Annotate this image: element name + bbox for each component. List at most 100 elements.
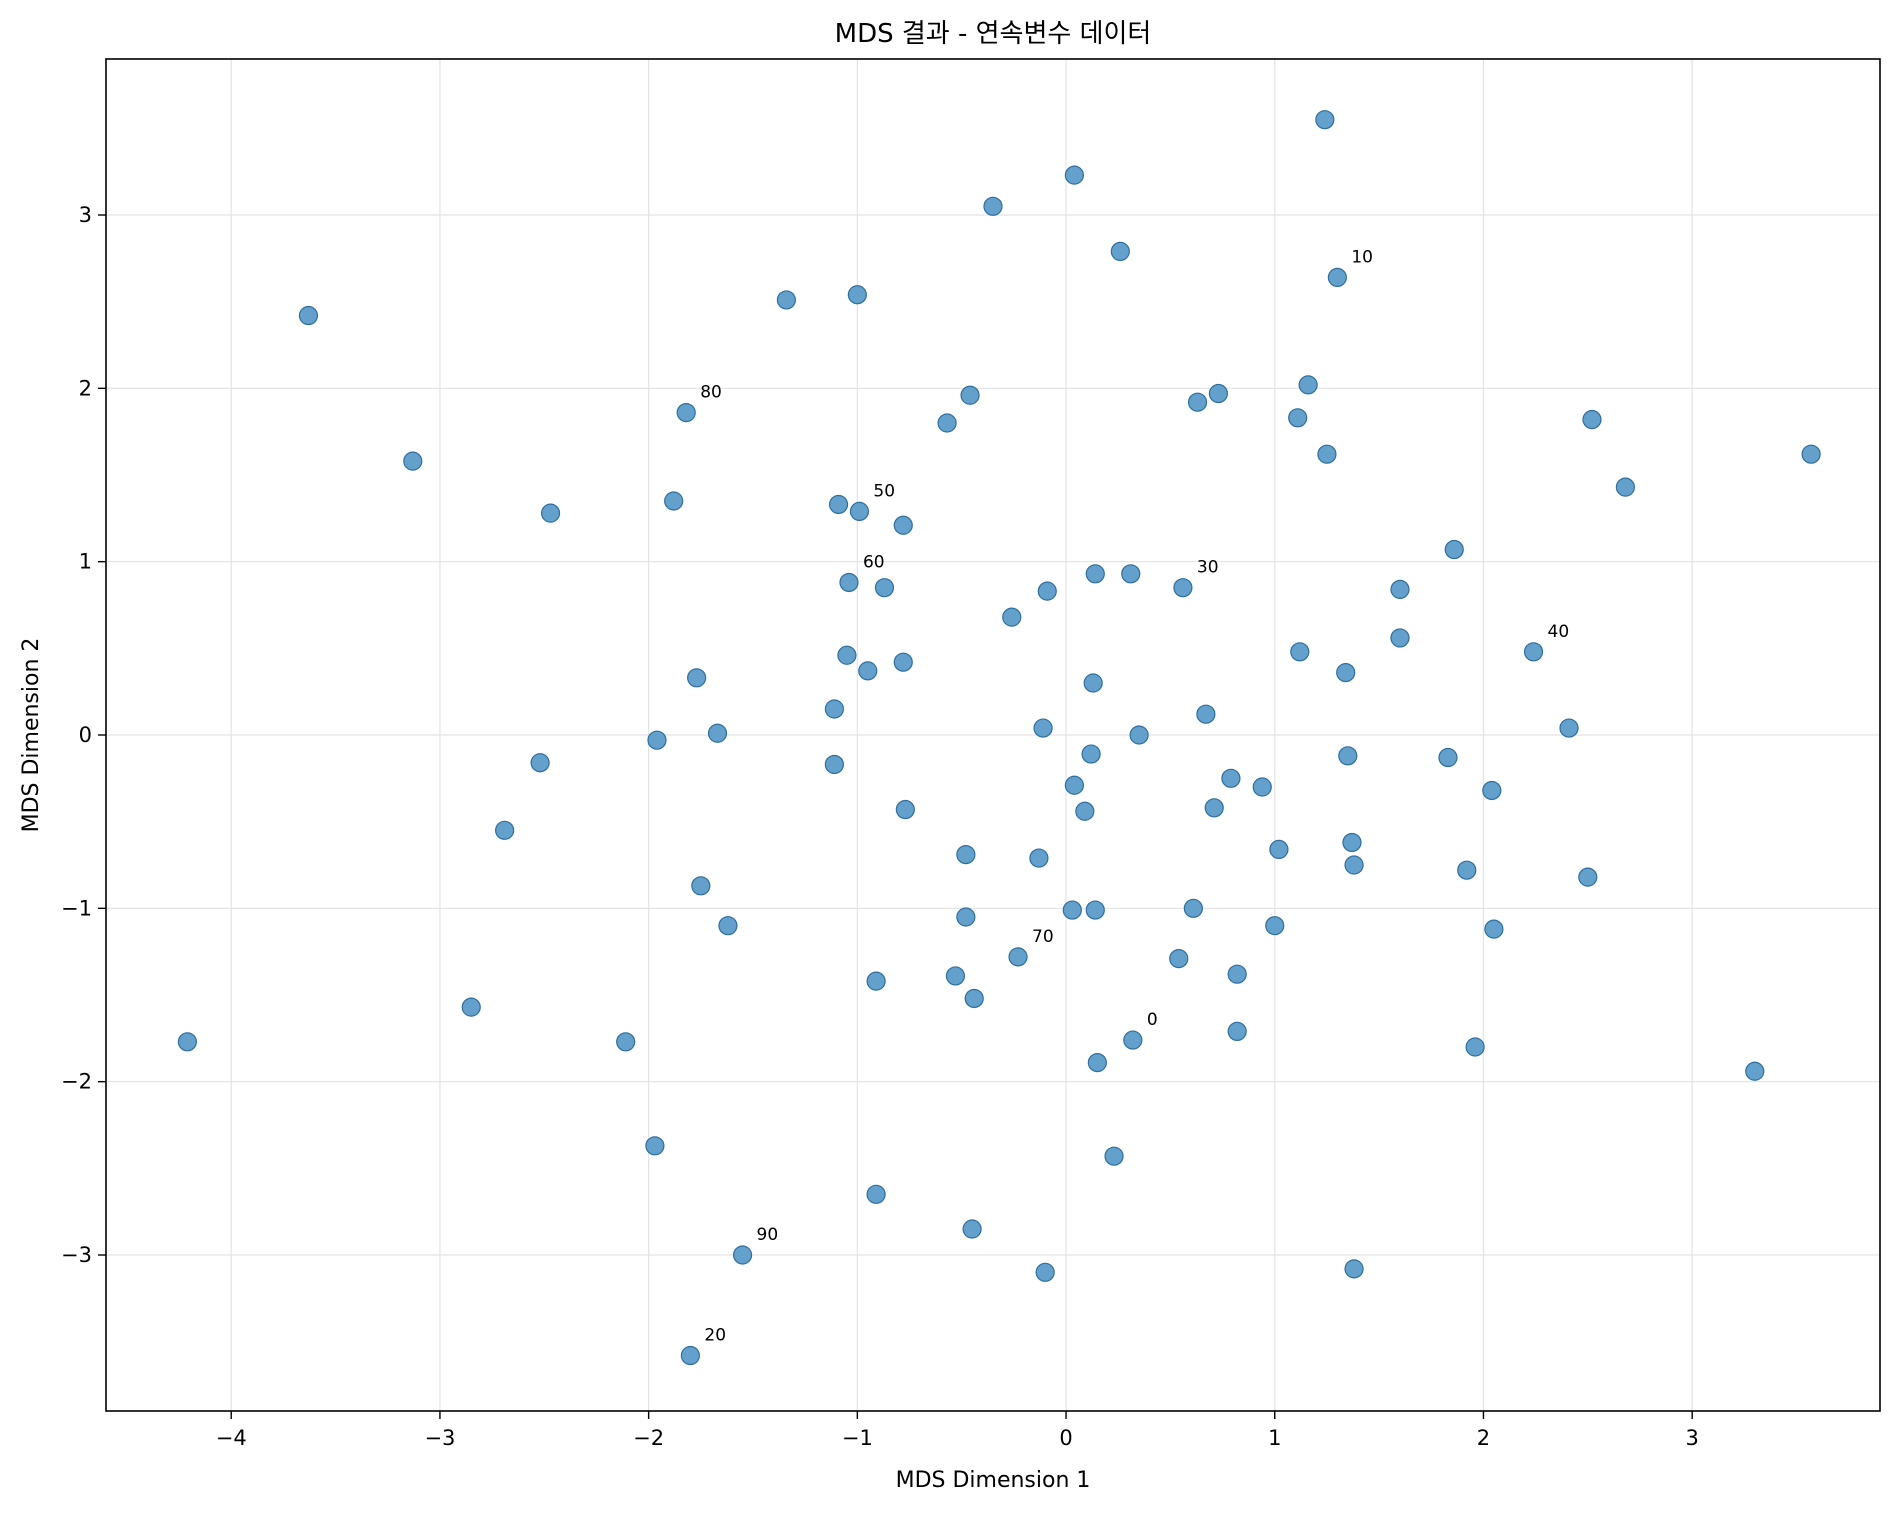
scatter-point [1801, 444, 1821, 464]
scatter-point [824, 754, 844, 775]
scatter-point [1615, 477, 1635, 497]
scatter-point [1002, 607, 1022, 627]
scatter-point [1465, 1037, 1485, 1057]
point-annotation-label: 70 [1032, 927, 1054, 947]
scatter-point [874, 578, 895, 598]
scatter-point [1344, 1259, 1364, 1279]
scatter-point [177, 1032, 197, 1052]
scatter-point [530, 753, 550, 773]
scatter-point [1444, 539, 1464, 560]
scatter-point [960, 385, 980, 405]
scatter-point [1173, 578, 1193, 598]
point-annotation-label: 50 [873, 481, 895, 501]
scatter-point [1317, 444, 1337, 464]
scatter-point [1578, 867, 1598, 887]
scatter-point [1187, 392, 1208, 412]
scatter-point [1484, 919, 1504, 939]
scatter-point [1033, 718, 1053, 738]
scatter-point [1037, 581, 1057, 601]
scatter-point [956, 907, 976, 927]
scatter-point [1227, 964, 1247, 984]
scatter-point [1083, 673, 1103, 693]
scatter-point [1062, 900, 1082, 920]
scatter-point [983, 196, 1003, 216]
scatter-point [298, 305, 319, 326]
x-tick-label: 0 [1059, 1426, 1072, 1450]
scatter-point [893, 515, 913, 535]
scatter-point [645, 1136, 665, 1156]
point-annotation-label: 0 [1147, 1010, 1158, 1030]
scatter-point [1169, 948, 1189, 969]
scatter-point [839, 572, 859, 593]
scatter-point [1129, 725, 1149, 745]
y-axis-label: MDS Dimension 2 [19, 638, 44, 833]
scatter-point [732, 1245, 753, 1265]
scatter-point [1482, 780, 1502, 801]
scatter-point [1338, 746, 1358, 766]
scatter-point [403, 451, 423, 471]
y-axis-ticks: −3 −2 −1 0 1 2 3 [61, 203, 106, 1267]
scatter-point [1081, 744, 1101, 764]
scatter-point [893, 652, 913, 672]
y-tick-label: 3 [79, 203, 92, 227]
x-tick-label: 3 [1685, 1426, 1698, 1450]
scatter-point [676, 403, 696, 423]
scatter-point [1123, 1030, 1143, 1050]
point-annotations: 0 10 20 30 40 50 60 70 80 90 [700, 247, 1569, 1345]
scatter-point [849, 501, 870, 521]
x-tick-label: −2 [633, 1426, 664, 1450]
y-tick-label: −3 [61, 1243, 92, 1267]
scatter-point [1582, 409, 1602, 430]
scatter-point [495, 820, 515, 840]
scatter-point [1327, 267, 1347, 287]
scatter-point [540, 503, 561, 523]
scatter-point [1085, 564, 1105, 584]
scatter-point [1104, 1146, 1124, 1166]
scatter-point [1121, 564, 1141, 584]
scatter-point [1290, 642, 1310, 662]
scatter-point [962, 1219, 982, 1239]
scatter-point [1523, 642, 1544, 662]
scatter-point [1288, 408, 1308, 428]
scatter-point [1390, 628, 1410, 648]
point-annotation-label: 20 [704, 1326, 726, 1346]
scatter-point [866, 971, 886, 991]
scatter-point [1075, 801, 1095, 821]
scatter-point [680, 1345, 700, 1366]
x-tick-label: −4 [216, 1426, 247, 1450]
scatter-point [616, 1032, 636, 1052]
scatter-point [1183, 898, 1203, 918]
point-annotation-label: 40 [1548, 622, 1570, 642]
scatter-point [1265, 916, 1285, 936]
scatter-point [664, 491, 684, 511]
scatter-point [1252, 777, 1272, 797]
x-tick-label: 1 [1268, 1426, 1281, 1450]
scatter-point [847, 285, 867, 305]
point-annotation-label: 30 [1197, 558, 1219, 578]
y-tick-label: 2 [79, 376, 92, 400]
scatter-point [1336, 662, 1356, 683]
y-tick-label: 1 [79, 550, 92, 574]
point-annotation-label: 10 [1351, 247, 1373, 267]
scatter-point [691, 876, 711, 896]
scatter-point [461, 997, 481, 1017]
x-axis-label: MDS Dimension 1 [896, 1468, 1091, 1493]
scatter-point [956, 844, 976, 865]
y-tick-label: −2 [61, 1070, 92, 1094]
scatter-point [937, 413, 957, 433]
scatter-point [707, 723, 728, 743]
scatter-point [1196, 704, 1216, 724]
scatter-point [1204, 798, 1224, 818]
y-tick-label: 0 [79, 723, 92, 747]
scatter-point [837, 645, 857, 665]
scatter-point [776, 290, 796, 310]
scatter-point [1457, 860, 1477, 880]
scatter-point [1064, 775, 1084, 795]
scatter-point [1208, 383, 1229, 404]
scatter-point [1390, 579, 1410, 600]
scatter-point [1269, 839, 1289, 860]
scatter-point [945, 966, 966, 986]
scatter-point [1227, 1021, 1247, 1042]
